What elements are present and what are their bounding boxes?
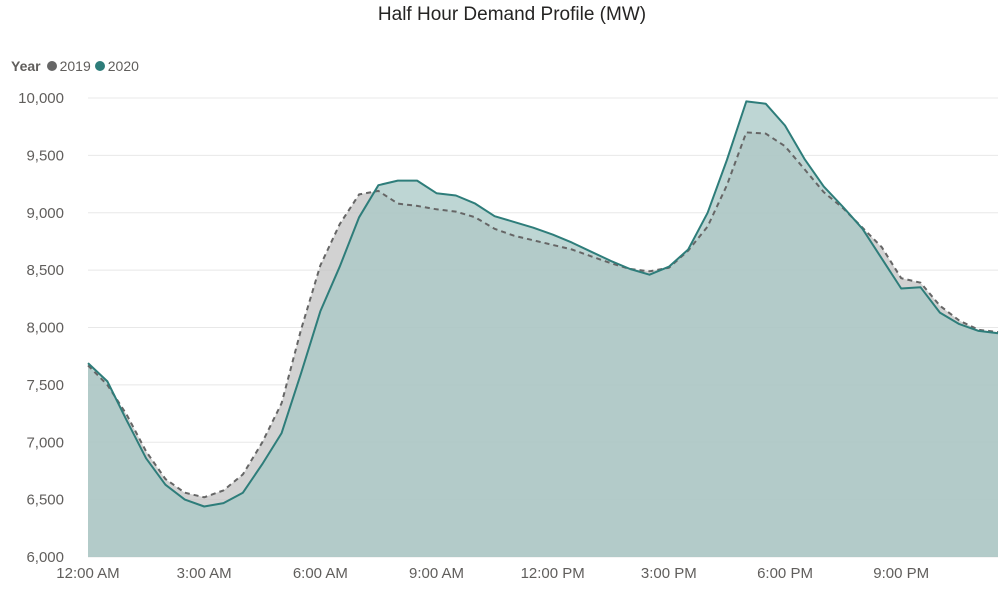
series-lines [87, 100, 999, 508]
y-tick-label: 10,000 [18, 90, 64, 107]
chart-title: Half Hour Demand Profile (MW) [377, 4, 647, 25]
y-tick-label: 7,000 [26, 434, 64, 451]
y-tick-label: 6,000 [26, 549, 64, 566]
legend-item-2020[interactable]: 2020 [94, 58, 139, 74]
line-2020[interactable] [87, 100, 999, 508]
x-tick-label: 3:00 AM [177, 565, 232, 582]
area-2020 [88, 101, 998, 558]
legend-dot-2019 [46, 61, 57, 71]
x-tick-label: 12:00 AM [56, 565, 119, 582]
x-tick-label: 9:00 AM [409, 565, 464, 582]
y-tick-label: 6,500 [26, 492, 64, 509]
legend-item-2019[interactable]: 2019 [46, 58, 91, 74]
x-axis-ticks: 12:00 AM 3:00 AM 6:00 AM 9:00 AM 12:00 PM 3:0… [56, 565, 929, 582]
x-tick-label: 6:00 AM [293, 565, 348, 582]
legend-label-2019: 2019 [59, 58, 91, 74]
legend-dot-2020 [94, 61, 105, 71]
x-tick-label: 6:00 PM [757, 565, 813, 582]
legend-label-2020: 2020 [107, 58, 139, 74]
y-axis-ticks: 6,000 6,500 7,000 7,500 8,000 8,500 9,000 9,500… [18, 90, 64, 566]
x-tick-label: 3:00 PM [641, 565, 697, 582]
x-tick-label: 12:00 PM [521, 565, 585, 582]
y-tick-label: 7,500 [26, 377, 64, 394]
legend-title: Year [11, 58, 41, 74]
series-areas [88, 101, 998, 558]
x-tick-label: 9:00 PM [873, 565, 929, 582]
y-tick-label: 9,500 [26, 147, 64, 164]
legend: Year 2019 2020 [11, 58, 143, 74]
y-tick-label: 8,000 [26, 320, 64, 337]
y-tick-label: 9,000 [26, 205, 64, 222]
y-tick-label: 8,500 [26, 262, 64, 279]
